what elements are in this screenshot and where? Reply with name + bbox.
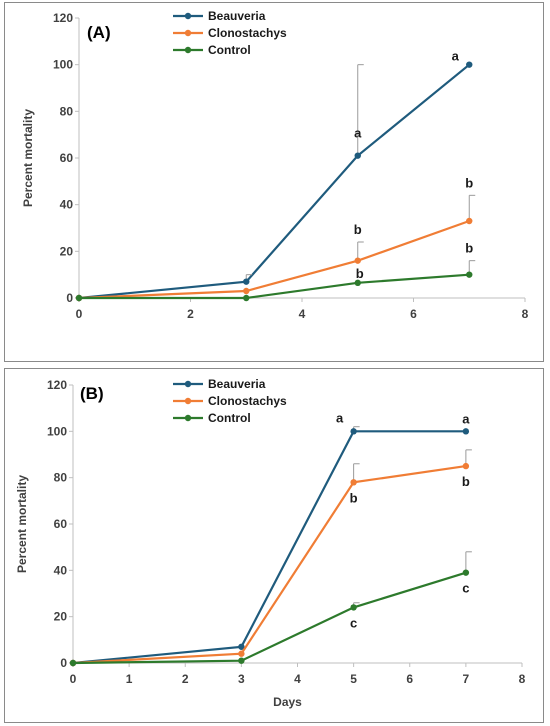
chart1-series-beauveria-significance-letter: a — [354, 126, 362, 141]
chart1-ytick-label: 100 — [53, 58, 73, 72]
chart1-series-clonostachys-line — [78, 219, 470, 300]
chart1-series-clonostachys-point — [354, 257, 361, 264]
chart1-ytick-label: 20 — [60, 244, 74, 258]
chart1-xtick-label: 6 — [410, 307, 417, 321]
chart1-legend-marker-beauveria — [184, 12, 192, 20]
chart2-ytick-label: 80 — [54, 471, 68, 485]
chart2-xtick-label: 8 — [519, 672, 526, 686]
chart1-legend-label-beauveria: Beauveria — [208, 9, 266, 23]
chart2-legend-marker-clonostachys — [184, 397, 192, 405]
chart2-ytick-label: 60 — [54, 517, 68, 531]
chart2-ytick-label: 0 — [60, 656, 67, 670]
chart2-xtick-label: 7 — [463, 672, 470, 686]
chart1-xtick-label: 4 — [299, 307, 306, 321]
chart1-series-control-line — [79, 273, 470, 300]
chart1-series-control-point — [75, 294, 83, 302]
chart-panel-b: 0 20 40 60 80 100 120 0 1 2 3 4 5 6 7 8 Percent mortalit… — [4, 368, 544, 723]
chart2-series-control-point — [238, 657, 245, 664]
chart2-series-clonostachys-point — [462, 462, 470, 470]
chart1-ytick-label: 120 — [53, 11, 73, 25]
chart-b-svg: 0 20 40 60 80 100 120 0 1 2 3 4 5 6 7 8 Percent mortalit… — [15, 377, 526, 709]
chart1-legend-label-control: Control — [208, 43, 251, 57]
chart1-series-beauveria-significance-letter: a — [452, 49, 460, 64]
chart1-panel-label: (A) — [87, 23, 111, 42]
chart2-ytick-label: 120 — [47, 378, 67, 392]
chart2-xtick-label: 3 — [238, 672, 245, 686]
chart1-legend-marker-control — [184, 46, 192, 54]
chart2-y-axis-title: Percent mortality — [15, 475, 29, 573]
chart2-series-clonostachys-point — [350, 479, 357, 486]
chart1-series-clonostachys-point — [243, 287, 250, 295]
chart2-series-clonostachys-significance-letter: b — [350, 490, 358, 505]
chart2-series-clonostachys-line — [72, 464, 467, 665]
chart1-series-control-point — [466, 271, 473, 278]
chart1-ytick-label: 0 — [66, 291, 73, 305]
chart2-series-beauveria-point — [462, 428, 470, 435]
chart2-series-control-significance-letter: c — [462, 581, 469, 596]
chart2-legend-label-clonostachys: Clonostachys — [208, 394, 287, 408]
chart2-series-beauveria-significance-letter: a — [336, 411, 344, 426]
chart2-legend-marker-control — [184, 414, 192, 422]
chart1-xtick-label: 2 — [187, 307, 194, 321]
chart1-ytick-label: 60 — [60, 151, 74, 165]
chart1-series-control-significance-letter: b — [465, 241, 473, 256]
chart2-ytick-label: 40 — [54, 563, 68, 577]
chart1-xtick-label: 8 — [522, 307, 529, 321]
chart2-xtick-label: 0 — [70, 672, 77, 686]
chart2-series-control-point — [350, 604, 357, 611]
chart2-xtick-label: 2 — [182, 672, 189, 686]
chart2-x-axis-title: Days — [273, 695, 302, 709]
chart2-panel-label: (B) — [80, 384, 104, 403]
chart1-series-clonostachys-significance-letter: b — [465, 175, 473, 190]
chart2-xtick-label: 6 — [406, 672, 413, 686]
chart-panel-a: 0 20 40 60 80 100 120 0 2 4 6 8 Percent mortality (A)… — [4, 2, 544, 362]
chart2-series-clonostachys-point — [238, 650, 245, 657]
chart1-series-beauveria-point — [243, 278, 250, 285]
chart2-series-clonostachys-significance-letter: b — [462, 474, 470, 489]
chart1-y-axis-title: Percent mortality — [21, 109, 35, 207]
chart2-series-beauveria-line — [72, 430, 466, 665]
chart1-series-clonostachys-point — [466, 217, 473, 225]
chart2-series-control-significance-letter: c — [350, 615, 357, 630]
chart1-series-control-significance-letter: b — [356, 266, 364, 281]
chart1-series-beauveria-point — [466, 61, 473, 68]
chart1-legend-marker-clonostachys — [184, 29, 192, 37]
chart1-xtick-label: 0 — [76, 307, 83, 321]
chart2-xtick-label: 5 — [350, 672, 357, 686]
chart2-series-beauveria-point — [350, 428, 357, 435]
chart2-legend-marker-beauveria — [184, 380, 192, 388]
chart2-xtick-label: 4 — [294, 672, 301, 686]
chart2-ytick-label: 100 — [47, 424, 67, 438]
chart1-series-beauveria-point — [354, 152, 361, 159]
chart2-series-control-point — [69, 659, 77, 667]
chart1-series-control-point — [243, 294, 250, 302]
chart1-legend-label-clonostachys: Clonostachys — [208, 26, 287, 40]
chart2-legend-label-beauveria: Beauveria — [208, 377, 266, 391]
chart1-ytick-label: 80 — [60, 104, 74, 118]
chart1-ytick-label: 40 — [60, 198, 74, 212]
chart1-series-control-point — [354, 279, 361, 287]
chart1-series-beauveria-line — [78, 63, 470, 300]
chart2-xtick-label: 1 — [126, 672, 133, 686]
chart2-series-beauveria-significance-letter: a — [462, 411, 470, 426]
chart2-legend-label-control: Control — [208, 411, 251, 425]
chart2-series-beauveria-point — [238, 643, 245, 650]
chart-a-svg: 0 20 40 60 80 100 120 0 2 4 6 8 Percent mortality (A)… — [21, 9, 529, 321]
chart1-series-clonostachys-significance-letter: b — [354, 222, 362, 237]
chart2-series-control-point — [462, 569, 470, 576]
chart2-ytick-label: 20 — [54, 610, 68, 624]
chart2-series-control-line — [72, 571, 467, 665]
